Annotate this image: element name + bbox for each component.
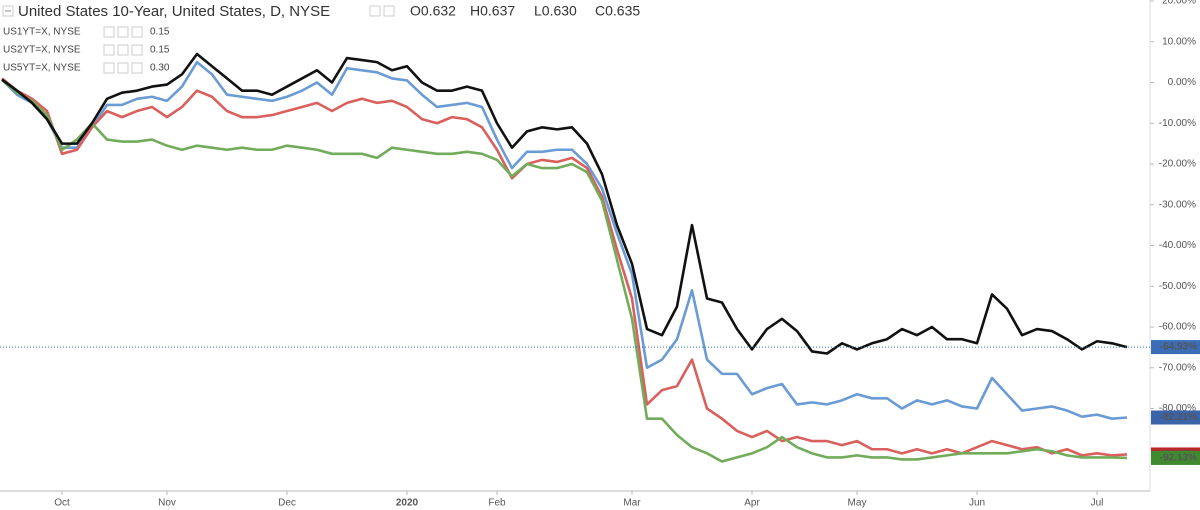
price-label: -82.21% bbox=[1160, 412, 1197, 423]
y-tick-label: -70.00% bbox=[1159, 362, 1196, 373]
y-tick-label: -80.00% bbox=[1159, 403, 1196, 414]
legend-icon[interactable] bbox=[131, 44, 143, 56]
x-tick-label: Jun bbox=[969, 498, 985, 509]
price-box bbox=[1151, 450, 1200, 465]
ohlc-value: H0.637 bbox=[470, 3, 515, 19]
price-label: -92.13% bbox=[1160, 453, 1197, 464]
y-tick-label: -10.00% bbox=[1159, 118, 1196, 129]
price-box bbox=[1151, 340, 1200, 355]
legend-quote: 0.30 bbox=[150, 63, 170, 74]
legend-icon[interactable] bbox=[103, 44, 115, 56]
series-line bbox=[1, 77, 1128, 457]
x-tick-label: Jul bbox=[1091, 498, 1104, 509]
legend-icon[interactable] bbox=[383, 5, 395, 17]
series-line bbox=[1, 60, 1128, 420]
x-tick-label: May bbox=[848, 498, 867, 509]
legend-icon[interactable] bbox=[369, 5, 381, 17]
x-tick-label: Oct bbox=[54, 498, 70, 509]
y-tick-label: 10.00% bbox=[1162, 36, 1196, 47]
x-tick-label: Feb bbox=[488, 498, 506, 509]
legend: United States 10-Year, United States, D,… bbox=[2, 3, 640, 74]
x-tick-label: Mar bbox=[623, 498, 641, 509]
x-tick-label: Apr bbox=[744, 498, 760, 509]
legend-icon[interactable] bbox=[131, 26, 143, 38]
y-tick-label: -20.00% bbox=[1159, 159, 1196, 170]
legend-name[interactable]: US1YT=X, NYSE bbox=[3, 27, 81, 38]
ohlc-value: L0.630 bbox=[534, 3, 577, 19]
y-tick-label: -30.00% bbox=[1159, 199, 1196, 210]
legend-icon[interactable] bbox=[117, 26, 129, 38]
y-tick-label: 0.00% bbox=[1168, 77, 1196, 88]
main-series-name: United States 10-Year, United States, D,… bbox=[18, 3, 330, 20]
series-line bbox=[1, 78, 1128, 463]
y-tick-label: -40.00% bbox=[1159, 240, 1196, 251]
y-tick-label: -50.00% bbox=[1159, 281, 1196, 292]
x-tick-label: Nov bbox=[158, 498, 176, 509]
y-tick-label: 20.00% bbox=[1162, 0, 1196, 7]
y-tick-label: -60.00% bbox=[1159, 322, 1196, 333]
series-line bbox=[1, 52, 1128, 355]
ohlc-value: C0.635 bbox=[595, 3, 640, 19]
x-tick-label: 2020 bbox=[396, 498, 419, 509]
legend-name[interactable]: US5YT=X, NYSE bbox=[3, 63, 81, 74]
legend-name[interactable]: US2YT=X, NYSE bbox=[3, 45, 81, 56]
legend-icon[interactable] bbox=[117, 44, 129, 56]
legend-icon[interactable] bbox=[103, 26, 115, 38]
price-box bbox=[1151, 410, 1200, 425]
legend-icon[interactable] bbox=[117, 62, 129, 74]
legend-icon[interactable] bbox=[131, 62, 143, 74]
legend-quote: 0.15 bbox=[150, 27, 170, 38]
price-label: -64.93% bbox=[1160, 342, 1197, 353]
legend-icon[interactable] bbox=[103, 62, 115, 74]
collapse-icon[interactable] bbox=[2, 5, 14, 17]
plot bbox=[1, 52, 1128, 463]
legend-quote: 0.15 bbox=[150, 45, 170, 56]
ohlc-value: O0.632 bbox=[410, 3, 456, 19]
x-tick-label: Dec bbox=[278, 498, 296, 509]
